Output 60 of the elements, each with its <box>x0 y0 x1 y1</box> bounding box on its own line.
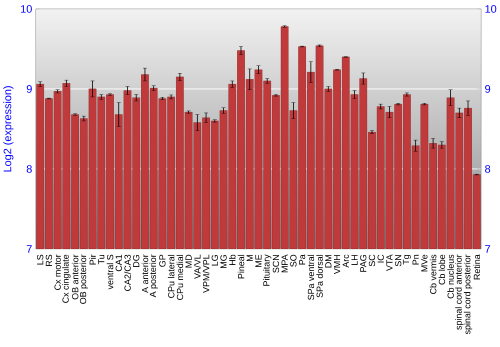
x-tick-label: VTA <box>386 254 392 271</box>
x-tick-label: A posterior <box>150 254 158 298</box>
x-tick-label: Cb vermis <box>430 254 436 294</box>
x-tick-label: Pa <box>299 254 306 264</box>
x-tick-label: LS <box>37 254 44 264</box>
x-tick-label: SN <box>395 255 402 266</box>
x-tick-label: VPM/VPL <box>202 254 210 293</box>
x-tick-label: Cx motor <box>54 254 61 290</box>
x-tick-label: MPA <box>282 254 288 272</box>
x-tick-label: SCN <box>272 255 280 273</box>
x-tick-label: Pir <box>89 254 96 264</box>
x-tick-label: CPu medial <box>176 254 184 300</box>
x-tick-label: Arc <box>342 254 349 268</box>
x-tick-label: ventral S <box>106 254 114 290</box>
x-tick-label: OB posterior <box>80 254 88 304</box>
y2-tick-label: 10 <box>485 5 496 13</box>
y2-tick-label: 9 <box>485 85 490 93</box>
x-tick-label: Pineal <box>238 254 244 278</box>
x-tick-label: M <box>246 255 253 261</box>
y2-tick-label: 8 <box>485 165 490 173</box>
x-tick-label: MVe <box>421 254 428 272</box>
x-tick-label: GP <box>159 254 166 267</box>
x-tick-label: Retina <box>473 254 480 280</box>
y-tick-label: 7 <box>26 245 32 253</box>
x-tick-label: DG <box>133 254 140 267</box>
x-tick-label: MD <box>186 254 192 268</box>
x-tick-label: CA2/CA3 <box>124 254 131 291</box>
x-tick-label: Pituitary <box>263 254 272 286</box>
x-tick-label: PAG <box>360 254 366 272</box>
x-tick-label: A anterior <box>142 254 148 293</box>
x-tick-label: RS <box>46 254 52 266</box>
x-tick-label: DM <box>325 255 332 268</box>
x-tick-label: Pn <box>412 254 419 264</box>
x-tick-label: SPa dorsal <box>316 254 323 298</box>
y-tick-label: 10 <box>21 5 32 13</box>
x-tick-label: VA/VL <box>194 254 201 279</box>
x-tick-label: LG <box>212 254 218 266</box>
x-tick-label: OB anterior <box>72 254 78 300</box>
x-tick-label: Hb <box>228 254 236 265</box>
x-tick-label: SO <box>290 254 297 267</box>
x-tick-label: Tu <box>98 254 104 264</box>
y-axis-title: Log2 (expression) <box>3 86 14 172</box>
x-tick-label: SC <box>368 254 376 266</box>
x-tick-label: spinal cord posterior <box>464 254 472 334</box>
x-tick-label: spinal cord anterior <box>455 254 464 330</box>
x-tick-label: ME <box>255 254 262 267</box>
x-tick-label: IC <box>378 254 384 262</box>
x-tick-label: Cb nucleus <box>447 254 454 298</box>
x-tick-label: SPa ventral <box>308 254 314 300</box>
x-tick-label: CPu lateral <box>168 254 174 298</box>
x-tick-label: LH <box>351 255 358 265</box>
y-tick-label: 8 <box>26 165 32 173</box>
y2-tick-label: 7 <box>485 245 490 253</box>
x-tick-label: MG <box>220 254 227 268</box>
x-tick-label: Tg <box>402 254 411 264</box>
x-tick-label: CA1 <box>116 254 122 272</box>
y-tick-label: 9 <box>26 85 32 93</box>
x-tick-label: Cb lobe <box>438 254 446 284</box>
x-tick-label: Cx cingulate <box>62 254 70 303</box>
x-tick-label: VMH <box>334 255 340 274</box>
